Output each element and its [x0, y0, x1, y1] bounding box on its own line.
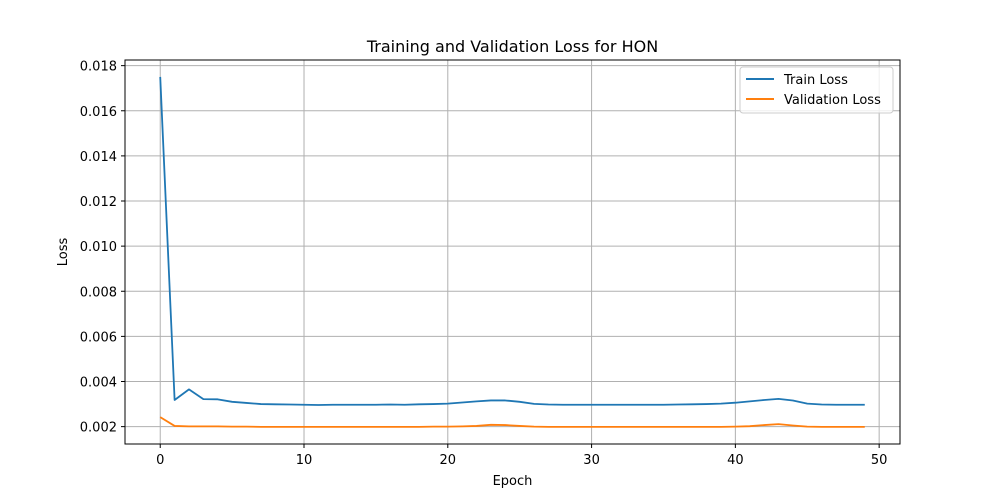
y-tick-label: 0.006: [80, 330, 117, 345]
x-tick-label: 20: [440, 453, 457, 468]
x-tick-label: 0: [156, 453, 164, 468]
x-axis-ticks: 0 10 20 30 40 50: [156, 444, 887, 468]
y-tick-label: 0.014: [80, 150, 117, 165]
x-axis-label: Epoch: [493, 474, 533, 489]
x-tick-label: 40: [727, 453, 744, 468]
y-tick-label: 0.018: [80, 60, 117, 75]
series-line-validation-loss: [159, 416, 865, 428]
x-tick-label: 30: [583, 453, 600, 468]
series-line-train-loss: [159, 76, 865, 406]
y-axis-label: Loss: [56, 238, 71, 267]
y-tick-label: 0.016: [80, 105, 117, 120]
y-tick-label: 0.010: [80, 240, 117, 255]
x-tick-label: 10: [296, 453, 313, 468]
y-tick-label: 0.002: [80, 421, 117, 436]
y-axis-ticks: 0.002 0.004 0.006 0.008 0.010 0.012 0.014 0.016…: [80, 60, 125, 436]
x-tick-label: 50: [871, 453, 888, 468]
legend-label-validation-loss: Validation Loss: [784, 93, 881, 108]
legend: Train Loss Validation Loss: [739, 66, 894, 114]
plot-background: [125, 60, 900, 444]
legend-label-train-loss: Train Loss: [783, 73, 848, 88]
series-lines: [159, 76, 865, 428]
y-tick-label: 0.008: [80, 285, 117, 300]
plot-frame: [124, 59, 901, 445]
chart-title: Training and Validation Loss for HON: [366, 37, 658, 56]
y-tick-label: 0.004: [80, 376, 117, 391]
legend-box: [739, 66, 894, 114]
plot-area: [124, 59, 901, 445]
y-tick-label: 0.012: [80, 195, 117, 210]
grid-lines: [125, 60, 900, 444]
